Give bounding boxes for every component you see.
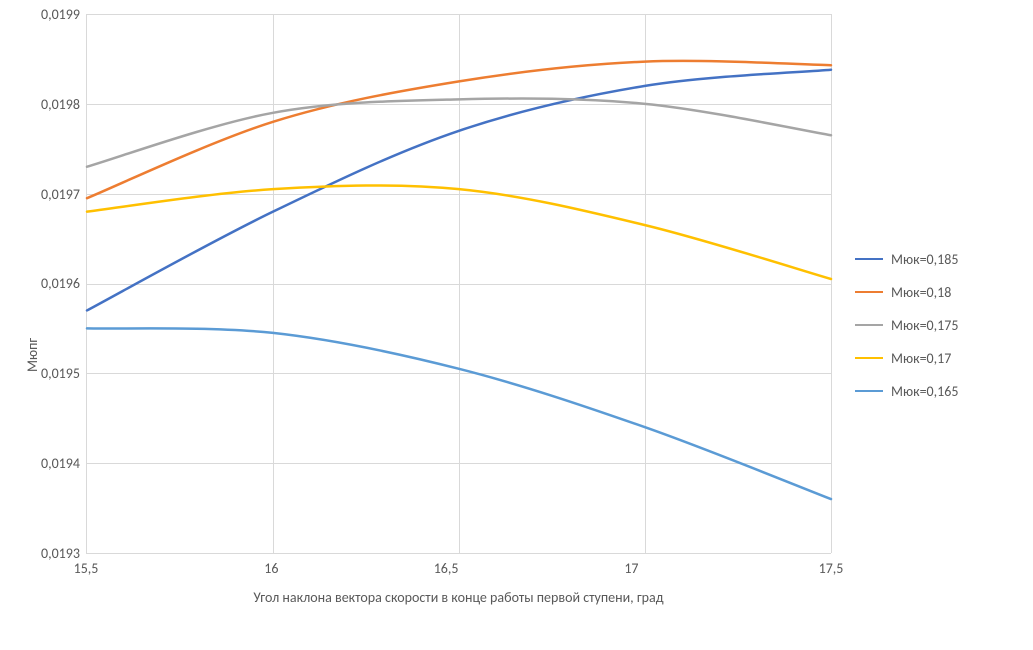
y-tick-labels: 0,0199 0,0198 0,0197 0,0196 0,0195 0,019… (41, 6, 86, 562)
legend: Мюк=0,185 Мюк=0,18 Мюк=0,175 Мюк=0,17 Мю… (831, 14, 1015, 636)
legend-item: Мюк=0,17 (855, 350, 1015, 367)
x-tick-label: 15,5 (74, 560, 99, 577)
chart-row: Мюпг 0,0199 0,0198 0,0197 0,0196 0,0195 … (18, 14, 1015, 636)
legend-swatch (855, 291, 883, 293)
legend-label: Мюк=0,185 (891, 251, 958, 268)
chart-container: Мюпг 0,0199 0,0198 0,0197 0,0196 0,0195 … (0, 0, 1033, 650)
x-tick-label: 17,5 (819, 560, 844, 577)
x-tick-label: 16 (264, 560, 278, 577)
y-tick-label: 0,0198 (41, 96, 80, 113)
plot-area (86, 14, 831, 554)
legend-label: Мюк=0,175 (891, 317, 958, 334)
chart-column: 15,5 16 16,5 17 17,5 Угол наклона вектор… (86, 14, 831, 636)
y-axis-title: Мюпг (18, 14, 41, 636)
y-tick-label: 0,0195 (41, 365, 80, 382)
legend-swatch (855, 324, 883, 326)
legend-item: Мюк=0,185 (855, 251, 1015, 268)
legend-swatch (855, 258, 883, 260)
x-axis-title: Угол наклона вектора скорости в конце ра… (86, 589, 831, 606)
legend-label: Мюк=0,17 (891, 350, 951, 367)
y-tick-label: 0,0194 (41, 455, 80, 472)
x-tick-label: 17 (624, 560, 638, 577)
x-tick-labels: 15,5 16 16,5 17 17,5 (86, 560, 831, 577)
legend-swatch (855, 390, 883, 392)
legend-item: Мюк=0,165 (855, 383, 1015, 400)
x-tick-label: 16,5 (434, 560, 459, 577)
series-svg (87, 14, 831, 553)
series-line (87, 185, 831, 279)
y-tick-label: 0,0196 (41, 275, 80, 292)
legend-label: Мюк=0,18 (891, 284, 951, 301)
legend-label: Мюк=0,165 (891, 383, 958, 400)
y-tick-label: 0,0199 (41, 6, 80, 23)
y-tick-label: 0,0197 (41, 186, 80, 203)
legend-item: Мюк=0,18 (855, 284, 1015, 301)
legend-swatch (855, 357, 883, 359)
series-line (87, 99, 831, 167)
series-line (87, 328, 831, 499)
legend-item: Мюк=0,175 (855, 317, 1015, 334)
